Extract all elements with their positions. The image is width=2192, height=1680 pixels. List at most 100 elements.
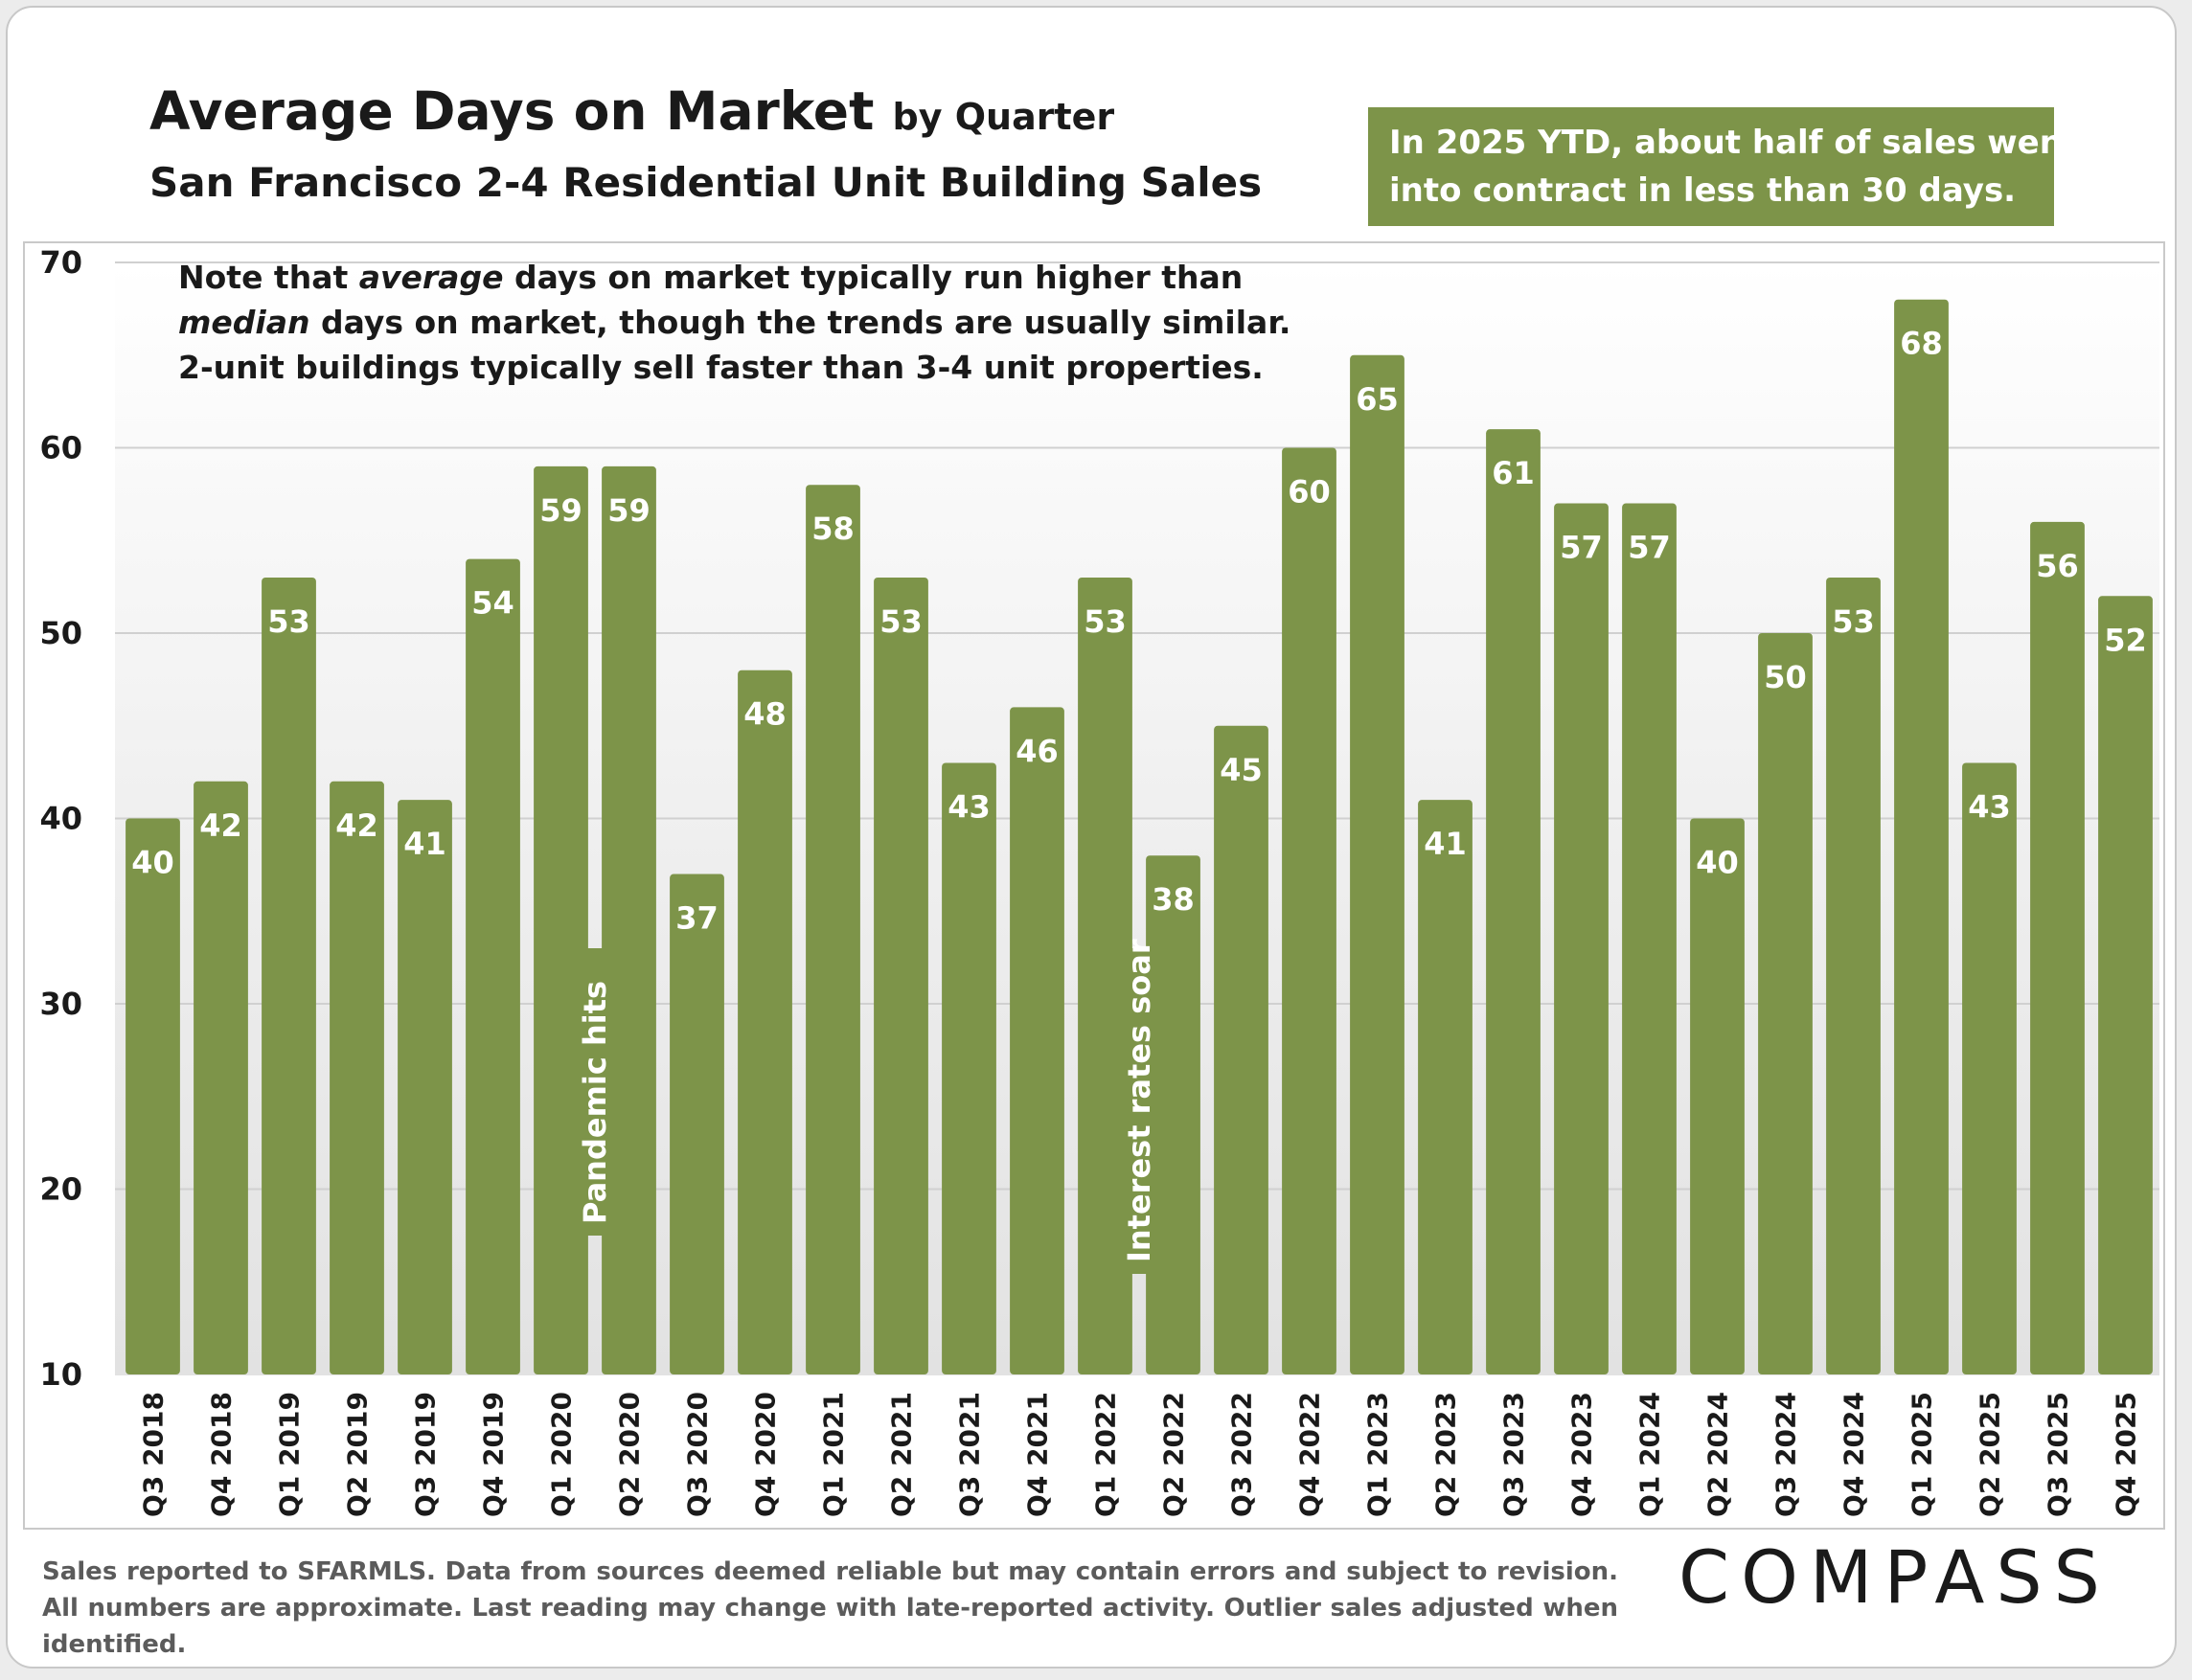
- chart-title-suffix: by Quarter: [892, 96, 1115, 138]
- x-tick-label: Q2 2019: [342, 1392, 374, 1517]
- bar: [1962, 762, 2017, 1374]
- bar: [1010, 707, 1064, 1374]
- bar-value-label: 42: [199, 807, 242, 844]
- annotation-backing: [1116, 948, 1162, 1274]
- bar: [466, 558, 520, 1374]
- y-tick-label: 30: [39, 986, 82, 1022]
- bar: [398, 800, 452, 1374]
- annotation-label: Pandemic hits: [577, 981, 613, 1224]
- x-tick-label: Q3 2021: [954, 1392, 986, 1517]
- chart-subtitle: San Francisco 2-4 Residential Unit Build…: [149, 159, 1263, 206]
- x-tick-label: Q1 2019: [274, 1392, 306, 1517]
- bar: [534, 465, 588, 1375]
- x-tick-label: Q3 2023: [1498, 1392, 1530, 1517]
- bar: [2098, 596, 2153, 1374]
- callout-line-1: In 2025 YTD, about half of sales went: [1389, 124, 2079, 162]
- bar: [1894, 299, 1949, 1375]
- bar: [126, 818, 180, 1374]
- bar-value-label: 52: [2104, 622, 2147, 658]
- annotation-label: Interest rates soar: [1121, 939, 1157, 1262]
- bar-value-label: 40: [1696, 845, 1739, 881]
- compass-logo: COMPASS: [1678, 1534, 2112, 1620]
- bar-value-label: 57: [1628, 530, 1671, 566]
- x-tick-label: Q3 2022: [1226, 1392, 1258, 1517]
- bar-value-label: 46: [1016, 733, 1059, 769]
- bar: [1758, 633, 1813, 1374]
- bar-value-label: 53: [1084, 603, 1127, 640]
- bar: [330, 781, 384, 1374]
- bar-value-label: 37: [675, 900, 719, 937]
- bar: [1690, 818, 1745, 1374]
- note-emphasis-median: median: [178, 304, 310, 341]
- y-tick-label: 60: [39, 430, 82, 466]
- chart-title: Average Days on Market by Quarter: [149, 80, 1114, 142]
- bar-value-label: 60: [1288, 474, 1331, 511]
- bar: [670, 874, 724, 1374]
- x-tick-label: Q4 2022: [1294, 1392, 1326, 1517]
- footer-disclaimer: Sales reported to SFARMLS. Data from sou…: [42, 1557, 1618, 1659]
- bar-value-label: 53: [1832, 603, 1875, 640]
- y-tick-label: 40: [39, 801, 82, 837]
- x-tick-label: Q2 2020: [614, 1392, 646, 1517]
- y-tick-label: 20: [39, 1171, 82, 1208]
- bar: [1350, 354, 1404, 1374]
- bar-value-label: 54: [471, 585, 514, 622]
- chart-title-main: Average Days on Market: [149, 80, 875, 142]
- x-tick-label: Q1 2024: [1634, 1392, 1666, 1517]
- x-tick-label: Q1 2021: [818, 1392, 850, 1517]
- bar: [738, 670, 792, 1374]
- x-tick-label: Q1 2022: [1090, 1392, 1122, 1517]
- callout-line-2: into contract in less than 30 days.: [1389, 171, 2017, 210]
- note-emphasis-average: average: [358, 259, 504, 296]
- bar: [1554, 503, 1609, 1374]
- x-tick-label: Q4 2024: [1838, 1392, 1870, 1517]
- x-tick-label: Q3 2018: [138, 1392, 170, 1517]
- bar-value-label: 42: [335, 807, 378, 844]
- bar: [262, 577, 316, 1374]
- x-tick-label: Q4 2025: [2111, 1392, 2142, 1517]
- x-tick-label: Q2 2021: [886, 1392, 918, 1517]
- x-tick-label: Q2 2023: [1430, 1392, 1462, 1517]
- bar-value-label: 61: [1492, 455, 1535, 491]
- bar-value-label: 58: [811, 511, 855, 547]
- bar-value-label: 38: [1152, 881, 1195, 918]
- plot-frame: [23, 241, 2165, 1530]
- bar-value-label: 53: [267, 603, 310, 640]
- x-tick-label: Q3 2019: [410, 1392, 442, 1517]
- x-tick-label: Q3 2020: [682, 1392, 714, 1517]
- bar: [1622, 503, 1677, 1374]
- bar-value-label: 45: [1220, 752, 1263, 788]
- bar: [1282, 447, 1336, 1374]
- bar-value-label: 40: [131, 845, 174, 881]
- bar-value-label: 43: [1968, 788, 2011, 825]
- y-tick-label: 10: [39, 1356, 82, 1393]
- chart-note: Note that average days on market typical…: [178, 255, 1290, 390]
- x-tick-label: Q4 2021: [1022, 1392, 1054, 1517]
- x-tick-label: Q1 2023: [1362, 1392, 1394, 1517]
- bar-value-label: 56: [2036, 548, 2079, 584]
- bar-value-label: 59: [607, 492, 651, 529]
- bar-value-label: 59: [539, 492, 582, 529]
- callout-box: In 2025 YTD, about half of sales went in…: [1368, 107, 2079, 226]
- y-tick-label: 50: [39, 615, 82, 651]
- x-tick-label: Q2 2025: [1975, 1392, 2006, 1517]
- x-tick-label: Q4 2019: [478, 1392, 510, 1517]
- note-line-3: 2-unit buildings typically sell faster t…: [178, 349, 1264, 386]
- bar-value-label: 48: [743, 696, 787, 733]
- x-tick-label: Q2 2024: [1702, 1392, 1734, 1517]
- note-line-2: median days on market, though the trends…: [178, 304, 1291, 341]
- bar-value-label: 50: [1764, 659, 1807, 695]
- x-tick-label: Q4 2023: [1566, 1392, 1598, 1517]
- y-tick-label: 70: [39, 244, 82, 281]
- bar: [194, 781, 248, 1374]
- bar: [602, 465, 656, 1375]
- annotation-backing: [572, 948, 618, 1236]
- x-tick-label: Q3 2025: [2043, 1392, 2074, 1517]
- x-tick-label: Q1 2025: [1907, 1392, 1938, 1517]
- bar-value-label: 53: [879, 603, 923, 640]
- bar-value-label: 41: [403, 826, 446, 862]
- x-tick-label: Q1 2020: [546, 1392, 578, 1517]
- bar-value-label: 57: [1560, 530, 1603, 566]
- bar: [2030, 521, 2085, 1374]
